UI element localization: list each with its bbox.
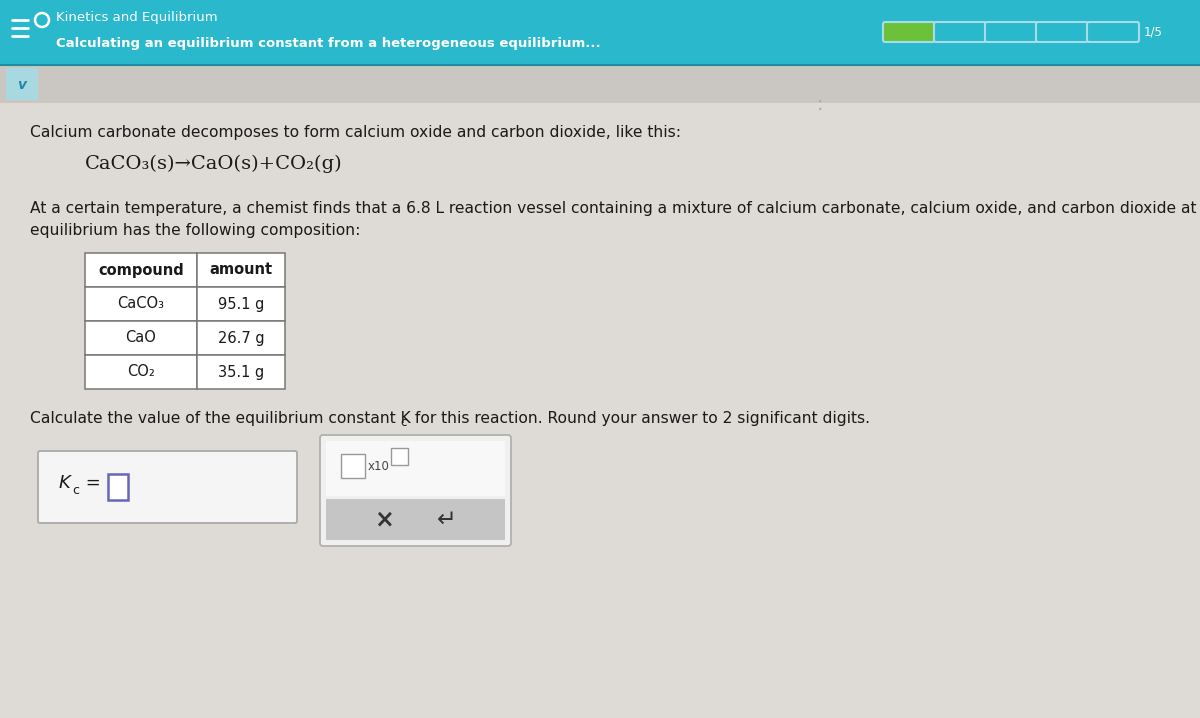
Text: Kinetics and Equilibrium: Kinetics and Equilibrium <box>56 11 217 24</box>
Text: CaCO₃: CaCO₃ <box>118 297 164 312</box>
Text: CaCO₃(s)→CaO(s)+CO₂(g): CaCO₃(s)→CaO(s)+CO₂(g) <box>85 155 343 173</box>
Bar <box>197 355 286 389</box>
Text: c: c <box>400 416 407 429</box>
Text: x10: x10 <box>368 460 390 472</box>
FancyBboxPatch shape <box>1036 22 1088 42</box>
FancyBboxPatch shape <box>934 22 986 42</box>
Text: $K$: $K$ <box>58 474 73 492</box>
Text: 1/5: 1/5 <box>1144 26 1163 39</box>
Text: c: c <box>72 485 79 498</box>
Text: =: = <box>80 474 107 492</box>
Text: v: v <box>18 78 26 92</box>
Bar <box>197 321 286 355</box>
Text: :: : <box>817 95 823 114</box>
FancyBboxPatch shape <box>883 22 935 42</box>
Text: amount: amount <box>210 263 272 277</box>
Bar <box>341 454 365 478</box>
Bar <box>0 65 1200 103</box>
Text: ×: × <box>374 508 394 531</box>
Bar <box>108 474 128 500</box>
Text: ↵: ↵ <box>437 508 457 531</box>
FancyBboxPatch shape <box>985 22 1037 42</box>
Text: CO₂: CO₂ <box>127 365 155 380</box>
Text: 95.1 g: 95.1 g <box>218 297 264 312</box>
Text: CaO: CaO <box>126 330 156 345</box>
Bar <box>85 253 197 287</box>
Bar <box>197 287 286 321</box>
FancyBboxPatch shape <box>1087 22 1139 42</box>
Bar <box>85 321 197 355</box>
FancyBboxPatch shape <box>38 451 298 523</box>
FancyBboxPatch shape <box>320 435 511 546</box>
Bar <box>0 0 1200 65</box>
Bar <box>391 448 408 465</box>
Text: Calculating an equilibrium constant from a heterogeneous equilibrium...: Calculating an equilibrium constant from… <box>56 37 601 50</box>
Text: At a certain temperature, a chemist finds that a 6.8 L reaction vessel containin: At a certain temperature, a chemist find… <box>30 201 1196 216</box>
Text: for this reaction. Round your answer to 2 significant digits.: for this reaction. Round your answer to … <box>410 411 870 426</box>
Text: Calcium carbonate decomposes to form calcium oxide and carbon dioxide, like this: Calcium carbonate decomposes to form cal… <box>30 125 682 140</box>
Text: equilibrium has the following composition:: equilibrium has the following compositio… <box>30 223 360 238</box>
Bar <box>85 287 197 321</box>
Bar <box>85 355 197 389</box>
Text: 35.1 g: 35.1 g <box>218 365 264 380</box>
Text: 26.7 g: 26.7 g <box>217 330 264 345</box>
Text: compound: compound <box>98 263 184 277</box>
Bar <box>197 253 286 287</box>
Text: Calculate the value of the equilibrium constant K: Calculate the value of the equilibrium c… <box>30 411 410 426</box>
Bar <box>326 499 505 540</box>
FancyBboxPatch shape <box>6 68 38 100</box>
Bar <box>326 441 505 496</box>
